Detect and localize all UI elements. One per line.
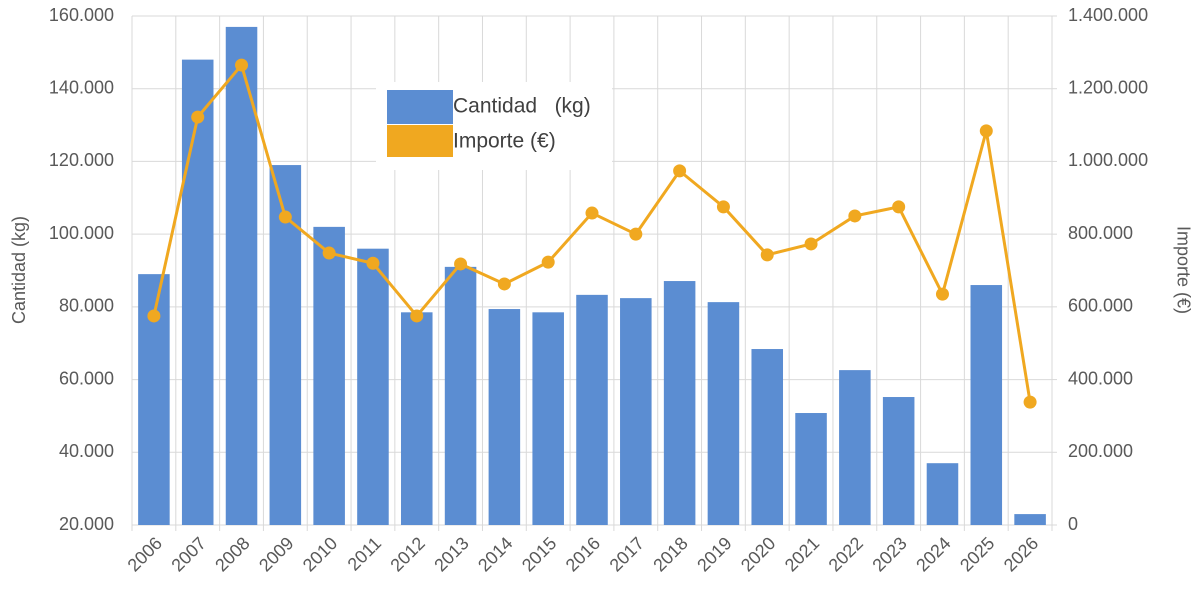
bar [970,285,1003,525]
y-tick-label: 60.000 [59,368,114,388]
x-tick-label: 2025 [956,533,998,575]
y2-axis-title: Importe (€) [1173,226,1193,314]
bar [444,266,477,525]
legend-swatch [387,125,453,157]
x-tick-label: 2018 [649,533,691,575]
x-tick-label: 2024 [912,533,954,575]
line-marker [716,200,730,214]
x-tick-label: 2008 [211,533,253,575]
bar [1014,514,1046,525]
x-tick-label: 2023 [868,533,910,575]
y-tick-label: 140.000 [49,77,114,97]
line-marker [804,237,818,251]
bar [488,309,521,525]
x-tick-label: 2015 [518,533,560,575]
x-tick-label: 2013 [430,533,472,575]
x-tick-label: 2022 [825,533,867,575]
bar [532,312,564,525]
x-tick-label: 2010 [299,533,341,575]
legend: Cantidad (kg) Importe (€) [376,82,612,170]
y-tick-label: 80.000 [59,296,114,316]
line-marker [410,309,424,323]
y2-tick-label: 1.400.000 [1068,5,1148,25]
y2-tick-label: 600.000 [1068,296,1133,316]
bar [707,302,740,525]
line-marker [191,110,205,124]
y2-tick-label: 1.200.000 [1068,77,1148,97]
line-marker [497,277,511,291]
bar [576,294,608,525]
bar [225,26,258,526]
bar [357,248,389,525]
line-marker [760,248,774,262]
bar [751,349,784,525]
y-tick-label: 20.000 [59,514,114,534]
line-marker [541,255,555,269]
x-tick-label: 2019 [693,533,735,575]
line-marker [235,58,249,72]
line-marker [1023,395,1037,409]
legend-label: Cantidad (kg) [453,95,591,118]
x-tick-label: 2017 [606,533,648,575]
bar [313,226,345,525]
legend-swatch [387,90,453,124]
y-tick-label: 160.000 [49,5,114,25]
x-tick-label: 2021 [781,533,823,575]
line-marker [585,206,599,220]
y2-tick-label: 400.000 [1068,368,1133,388]
bar [839,370,871,525]
line-marker [935,287,949,301]
line-marker [629,227,643,241]
x-tick-label: 2007 [167,533,209,575]
legend-label: Importe (€) [453,130,556,153]
x-tick-label: 2009 [255,533,297,575]
y-tick-label: 40.000 [59,441,114,461]
y2-tick-label: 200.000 [1068,441,1133,461]
y-tick-label: 100.000 [49,223,114,243]
bar [400,312,433,525]
line-marker [673,164,687,178]
bar [795,413,827,525]
line-marker [892,200,906,214]
line-marker [979,124,993,138]
x-tick-label: 2016 [562,533,604,575]
line-marker [366,256,380,270]
line-marker [147,309,161,323]
y-axis-title: Cantidad (kg) [9,216,29,324]
x-tick-label: 2020 [737,533,779,575]
x-tick-label: 2012 [386,533,428,575]
line-marker [454,257,468,271]
bar [620,298,652,525]
bar [181,59,214,525]
y2-tick-label: 800.000 [1068,223,1133,243]
line-marker [322,246,336,260]
line-marker [848,209,862,223]
x-tick-label: 2006 [124,533,166,575]
x-tick-label: 2026 [1000,533,1042,575]
x-tick-label: 2011 [344,533,386,575]
y2-tick-label: 1.000.000 [1068,150,1148,170]
bar [926,463,959,525]
y2-tick-label: 0 [1068,514,1078,534]
bar [663,281,696,525]
y-tick-label: 120.000 [49,150,114,170]
line-marker [278,210,292,224]
bar [882,397,915,525]
x-tick-label: 2014 [474,533,516,575]
